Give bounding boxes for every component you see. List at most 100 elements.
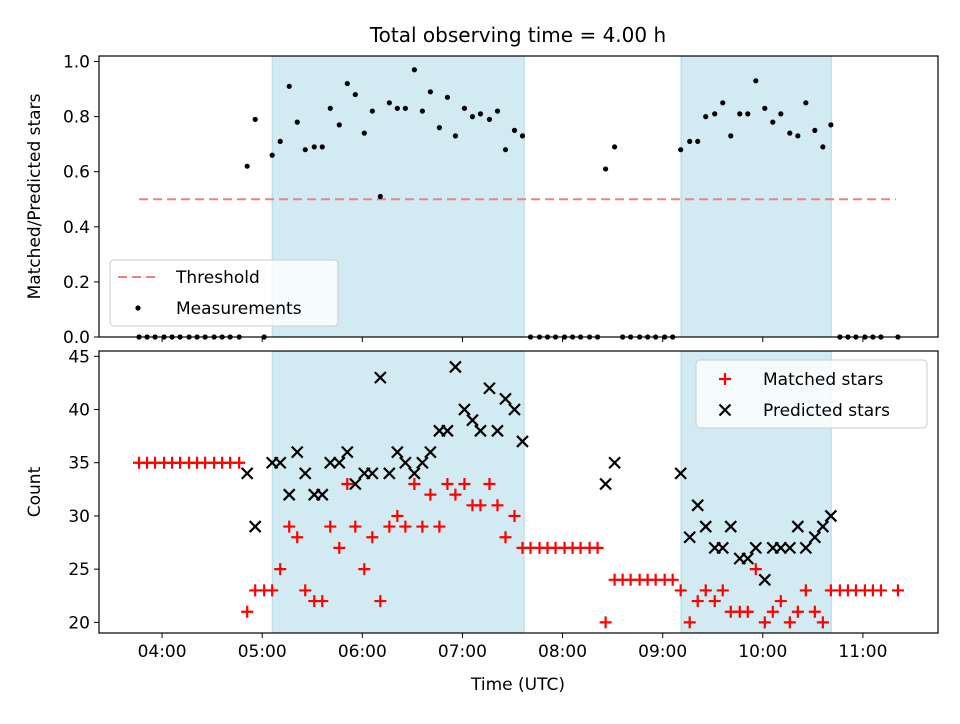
- predicted-stars-point: [315, 488, 329, 501]
- legend-box: [695, 359, 928, 429]
- top-panel: 0.0 0.2 0.4 0.6 0.8 1.0 Matched/Predicted star…: [25, 53, 939, 348]
- predicted-stars-point: [449, 360, 462, 374]
- matched-stars-point: [274, 563, 287, 576]
- measurement-point: [244, 163, 250, 169]
- predicted-stars-point: [758, 573, 772, 587]
- predicted-stars-point: [399, 456, 412, 470]
- predicted-stars-point: [683, 530, 696, 544]
- predicted-stars-point: [716, 541, 730, 555]
- predicted-stars-point: [298, 467, 312, 480]
- matched-stars-point: [358, 563, 371, 576]
- matched-stars-point: [774, 595, 787, 608]
- measurement-point: [336, 122, 342, 128]
- predicted-stars-point: [416, 456, 429, 470]
- measurement-point: [294, 119, 300, 125]
- predicted-stars-point: [483, 381, 496, 395]
- matched-stars-point: [691, 595, 704, 608]
- measurement-point: [753, 78, 759, 84]
- x-tick-label: 08:00: [538, 642, 587, 662]
- y-tick-label: 0.2: [63, 273, 90, 293]
- predicted-stars-point: [424, 445, 437, 459]
- measurement-point: [436, 125, 443, 131]
- predicted-stars-point: [333, 456, 346, 470]
- predicted-stars-point: [290, 445, 304, 459]
- matched-stars-point: [708, 595, 721, 608]
- matched-stars-point: [374, 595, 387, 608]
- measurement-point: [319, 144, 325, 150]
- measurement-point: [361, 130, 367, 136]
- predicted-stars-point: [774, 541, 788, 555]
- matched-stars-point: [683, 616, 696, 629]
- matched-stars-point: [474, 499, 487, 512]
- y-tick-label: 25: [68, 560, 90, 580]
- y-tick-label: 0.6: [63, 163, 90, 183]
- y-tick-label: 35: [68, 454, 90, 474]
- measurement-point: [402, 105, 408, 111]
- predicted-stars-point: [374, 371, 387, 384]
- predicted-stars-point: [383, 467, 396, 480]
- measurement-point: [277, 138, 283, 145]
- matched-stars-point: [816, 616, 829, 629]
- predicted-stars-point: [799, 541, 813, 555]
- predicted-stars-point: [282, 488, 296, 501]
- measurement-point: [502, 147, 509, 153]
- matched-stars-point: [441, 478, 454, 491]
- measurement-point: [452, 133, 459, 139]
- measurement-point: [369, 108, 375, 114]
- predicted-stars-point: [724, 520, 738, 533]
- y-tick-label: 0.8: [63, 108, 90, 128]
- measurement-point: [419, 108, 425, 114]
- legend-measurements-label: Measurements: [176, 299, 302, 319]
- x-tick-label: 06:00: [338, 642, 387, 662]
- predicted-stars-point: [824, 509, 838, 523]
- measurement-point: [269, 152, 275, 158]
- matched-stars-point: [741, 605, 754, 618]
- matched-stars-point: [758, 616, 771, 629]
- matched-stars-point: [424, 488, 437, 501]
- predicted-stars-point: [508, 403, 521, 416]
- legend-matched-label: Matched stars: [763, 370, 883, 390]
- measurement-point: [603, 166, 609, 172]
- x-tick-label: 11:00: [838, 642, 887, 662]
- predicted-stars-point: [466, 413, 479, 427]
- measurement-point: [327, 105, 333, 111]
- predicted-stars-point: [674, 467, 687, 480]
- matched-stars-point: [449, 488, 462, 501]
- measurement-point: [687, 138, 693, 145]
- measurement-point: [411, 67, 417, 73]
- matched-stars-point: [783, 616, 796, 629]
- measurement-point: [352, 91, 358, 98]
- measurement-point: [770, 119, 776, 125]
- matched-stars-point: [341, 478, 354, 491]
- measurement-point: [712, 111, 718, 117]
- legend-threshold-label: Threshold: [175, 268, 260, 288]
- matched-stars-point: [508, 509, 521, 522]
- predicted-stars-point: [816, 520, 830, 533]
- x-tick-label: 05:00: [238, 642, 287, 662]
- matched-stars-point: [333, 541, 346, 554]
- y-tick-label: 0.0: [63, 328, 90, 348]
- predicted-stars-point: [366, 467, 379, 480]
- measurement-point: [311, 144, 317, 150]
- x-tick-label: 07:00: [438, 642, 487, 662]
- matched-stars-point: [366, 531, 379, 544]
- matched-stars-point: [699, 584, 712, 597]
- predicted-stars-point: [349, 477, 362, 491]
- predicted-stars-point: [408, 467, 421, 480]
- legend-predicted-label: Predicted stars: [763, 401, 890, 421]
- y-tick-label: 40: [68, 401, 90, 421]
- predicted-stars-point: [441, 424, 454, 438]
- matched-stars-point: [316, 595, 329, 608]
- measurement-point: [778, 111, 784, 117]
- measurement-point: [703, 114, 709, 120]
- matched-stars-point: [491, 499, 504, 512]
- predicted-stars-point: [516, 435, 529, 448]
- matched-stars-point: [324, 520, 337, 533]
- matched-stars-point: [349, 520, 362, 533]
- matched-stars-point: [674, 584, 687, 597]
- measurement-point: [469, 114, 476, 120]
- matched-stars-point: [483, 478, 496, 491]
- matched-stars-point: [599, 616, 612, 629]
- predicted-stars-point: [323, 456, 337, 470]
- shaded-window: [680, 55, 832, 338]
